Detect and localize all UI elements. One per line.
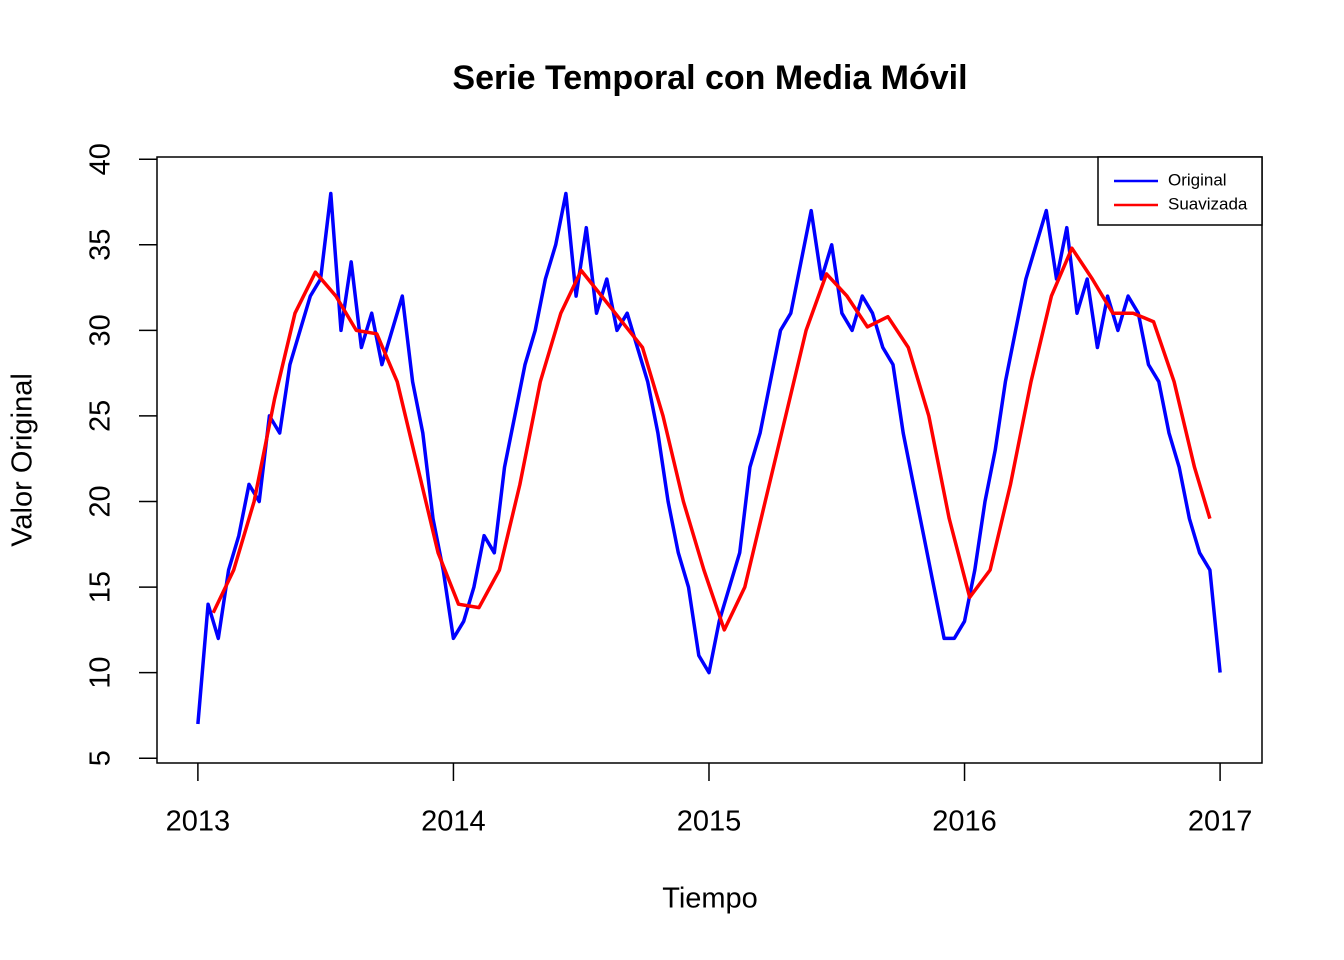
legend-box [1097,156,1263,226]
y-tick-label: 30 [85,314,117,346]
y-tick-label: 40 [85,143,117,175]
x-tick-label: 2016 [932,806,997,838]
legend-label: Suavizada [1168,194,1248,213]
y-tick-label: 10 [85,657,117,689]
y-tick-label: 20 [85,485,117,517]
chart-title: Serie Temporal con Media Móvil [452,59,967,97]
x-tick-label: 2013 [166,806,231,838]
y-tick-label: 5 [85,750,117,766]
x-axis-label: Tiempo [662,883,758,915]
x-tick-label: 2014 [421,806,486,838]
x-tick-label: 2017 [1188,806,1253,838]
y-tick-label: 35 [85,229,117,261]
series-line [211,246,1212,632]
y-tick-label: 25 [85,400,117,432]
y-tick-label: 15 [85,571,117,603]
x-tick-label: 2015 [677,806,742,838]
legend-label: Original [1168,170,1227,189]
series-line [196,191,1222,725]
y-axis-label: Valor Original [7,373,39,547]
